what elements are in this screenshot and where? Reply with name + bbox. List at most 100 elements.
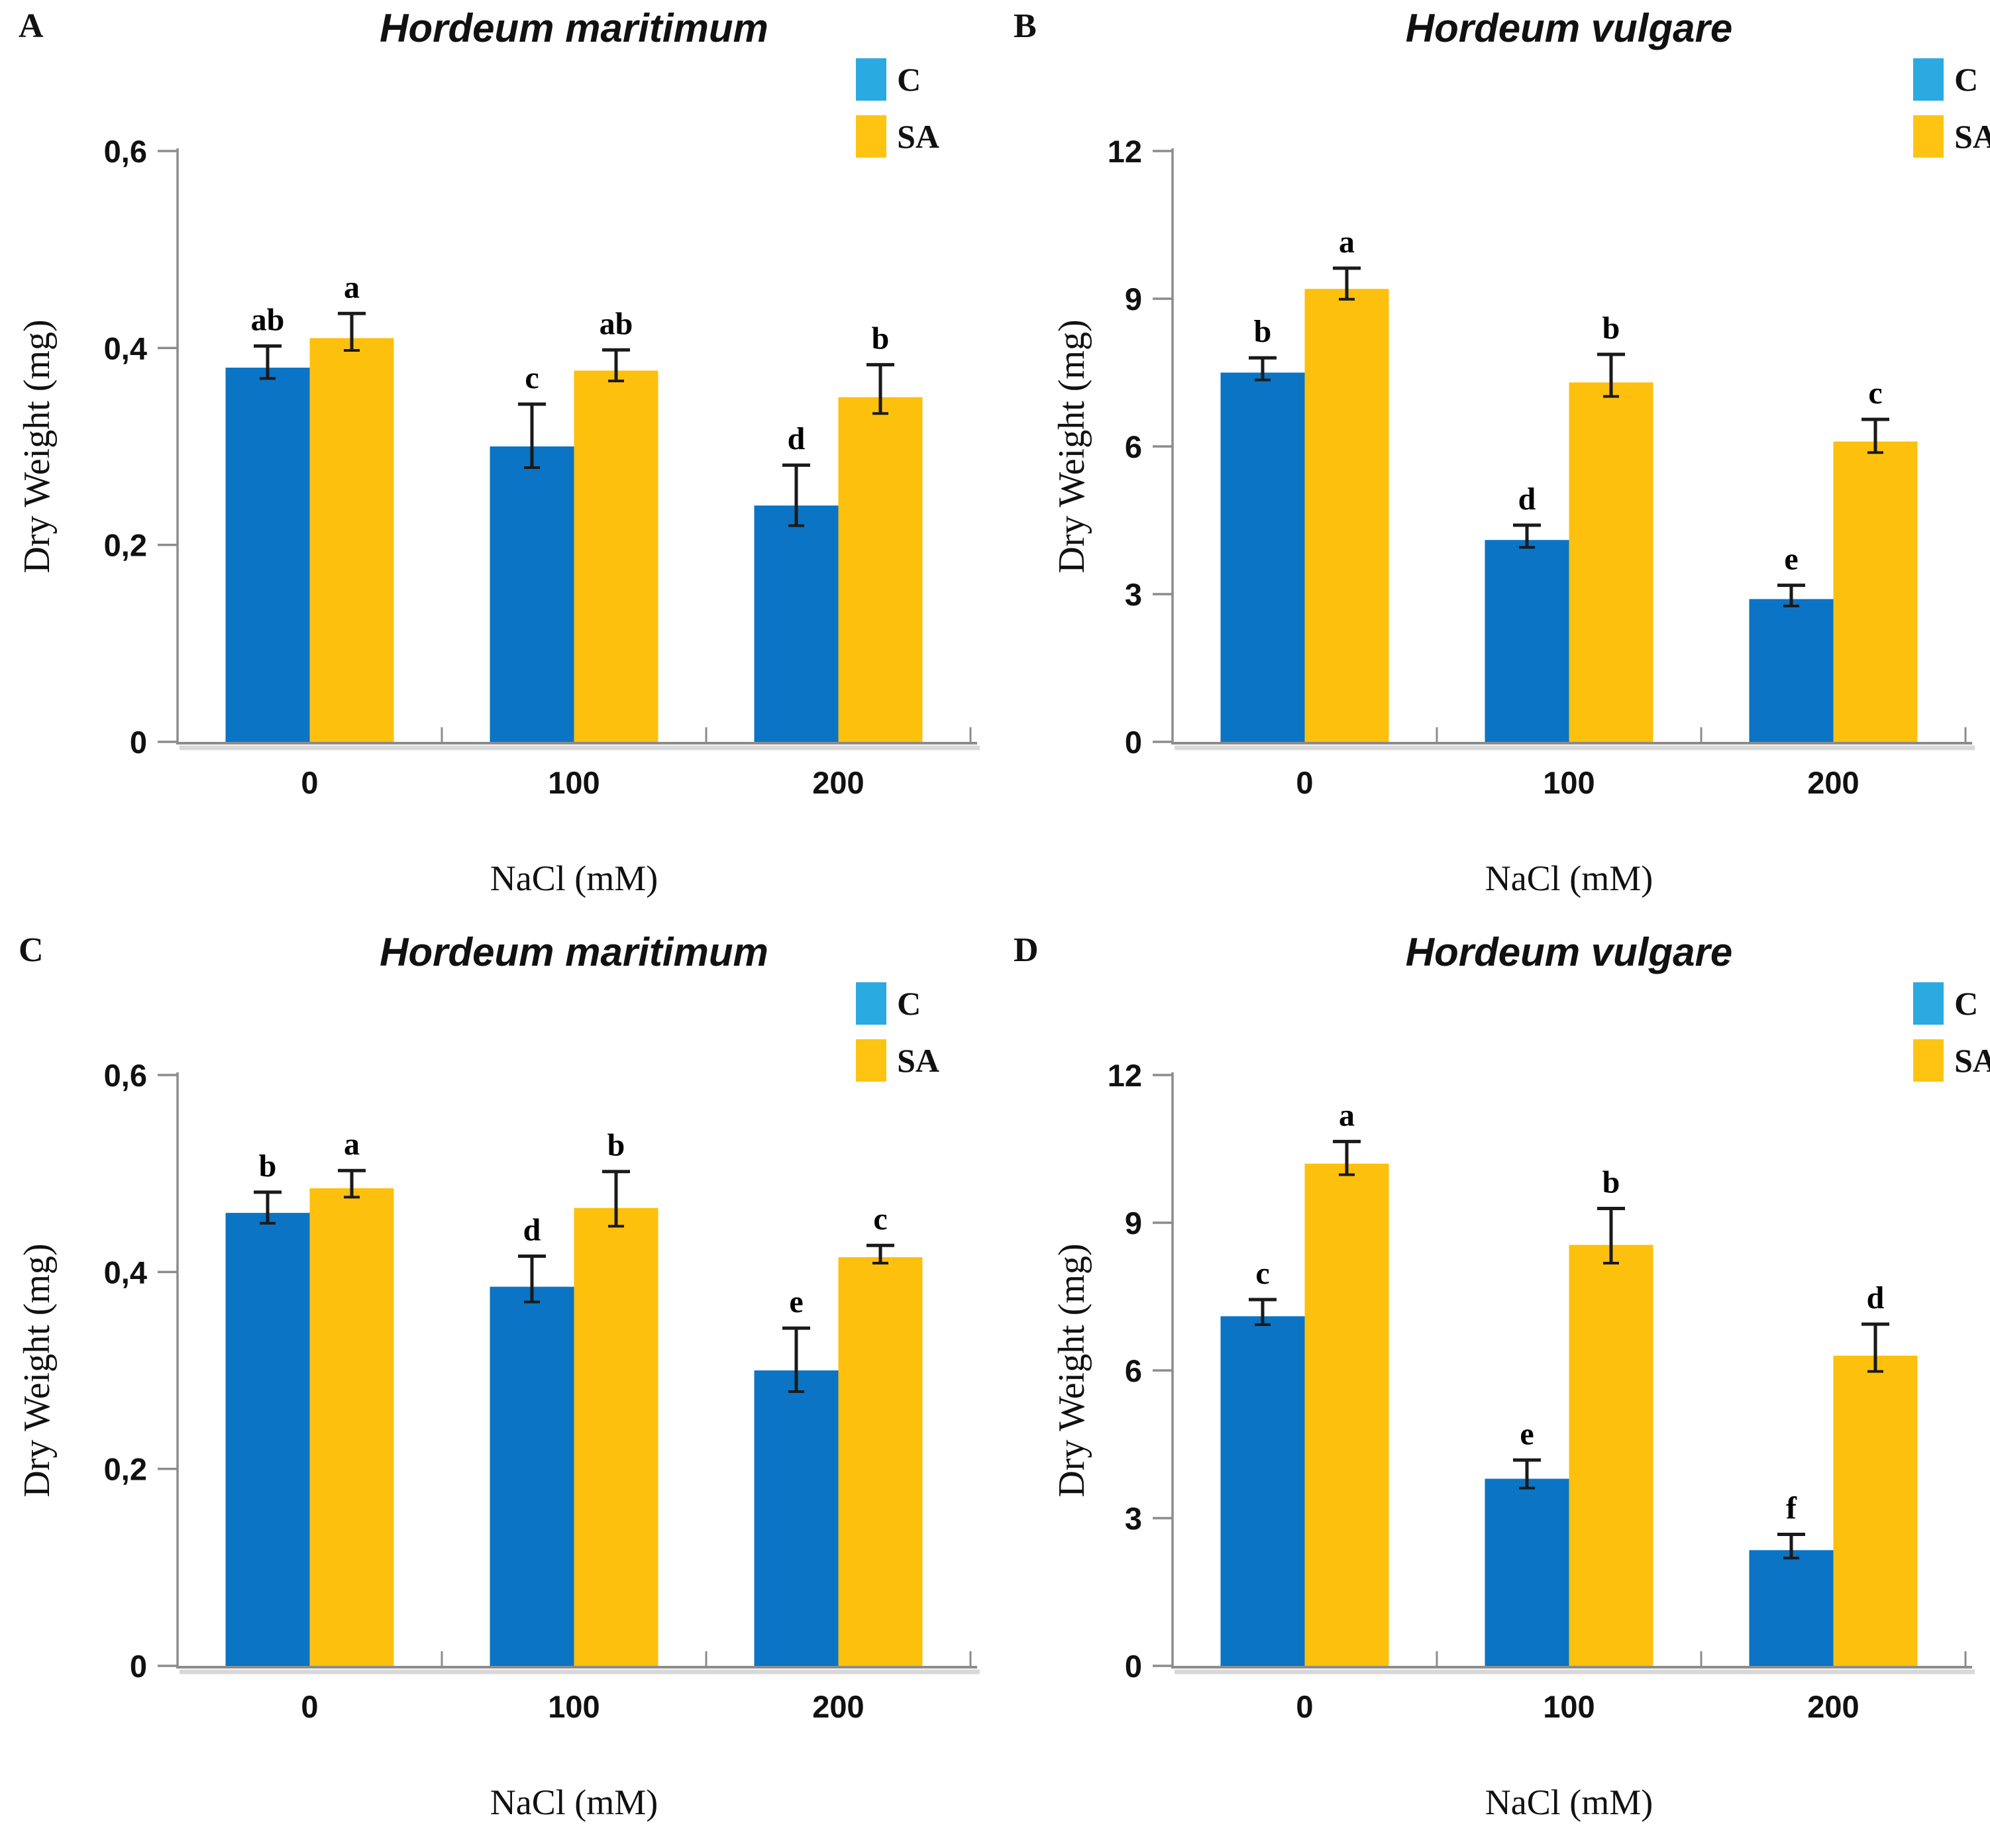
y-tick-label: 9	[1125, 1206, 1142, 1241]
bar-c-200	[754, 1370, 839, 1666]
y-tick-label: 3	[1125, 577, 1142, 612]
sig-letter: ab	[251, 302, 285, 337]
legend-row-sa: SA	[856, 115, 939, 158]
y-tick-label: 0	[1125, 1649, 1142, 1684]
panel-b: B Hordeum vulgare C SA Dry Weight (mg) 0…	[995, 0, 1990, 924]
panel-letter: D	[1014, 931, 1039, 969]
legend-sa-swatch	[856, 115, 887, 158]
legend: C SA	[856, 58, 939, 172]
sig-letter: c	[1868, 376, 1882, 411]
bar-chart: 0 3 6 9 12 0 c a 100 e b 200 f d	[1108, 1058, 1975, 1724]
legend-row-sa: SA	[1913, 1039, 1990, 1082]
sig-letter: c	[873, 1202, 887, 1237]
sig-letter: c	[525, 360, 539, 395]
sig-letter: a	[344, 1127, 360, 1162]
panel-letter: A	[19, 7, 44, 45]
sig-letter: b	[259, 1149, 277, 1184]
legend-row-c: C	[1913, 58, 1990, 101]
sig-letter: c	[1255, 1256, 1269, 1291]
bar-sa-200	[838, 1257, 923, 1666]
x-tick-label: 100	[548, 1689, 600, 1724]
x-tick-label: 100	[548, 765, 600, 800]
sig-letter: d	[523, 1213, 541, 1248]
bar-c-200	[1749, 599, 1834, 742]
sig-letter: ab	[600, 306, 633, 341]
x-tick-label: 200	[812, 765, 864, 800]
bar-c-0	[1220, 372, 1305, 742]
panel-a: A Hordeum maritimum C SA Dry Weight (mg)…	[0, 0, 995, 924]
x-tick-label: 100	[1543, 765, 1595, 800]
legend-sa-swatch	[1913, 115, 1944, 158]
panel-letter: B	[1014, 7, 1037, 45]
y-tick-label: 12	[1108, 134, 1142, 169]
bar-c-100	[490, 446, 574, 742]
x-tick-label: 0	[301, 1689, 318, 1724]
y-tick-label: 0	[130, 725, 147, 760]
bar-sa-100	[574, 370, 658, 742]
sig-letter: d	[1518, 482, 1536, 517]
y-tick-label: 0,6	[104, 1058, 147, 1093]
y-tick-label: 0,4	[104, 1255, 147, 1290]
legend: C SA	[1913, 982, 1990, 1096]
y-tick-label: 0	[130, 1649, 147, 1684]
panel-title: Hordeum maritimum	[380, 6, 768, 50]
bar-c-0	[1220, 1316, 1305, 1666]
y-tick-label: 0	[1125, 725, 1142, 760]
bar-sa-0	[309, 1188, 394, 1666]
x-axis-title: NaCl (mM)	[490, 1782, 658, 1822]
sig-letter: b	[607, 1128, 625, 1163]
bar-c-100	[1485, 1478, 1569, 1666]
sig-letter: a	[344, 270, 360, 305]
bar-sa-200	[1833, 441, 1918, 742]
legend-sa-label: SA	[897, 1042, 939, 1079]
y-tick-label: 0,2	[104, 528, 147, 563]
legend-row-sa: SA	[1913, 115, 1990, 158]
panel-letter: C	[19, 931, 44, 969]
legend-row-c: C	[1913, 982, 1990, 1025]
bar-chart: 0 0,2 0,4 0,6 0 ab a 100 c ab 200 d b	[104, 134, 980, 800]
legend-row-c: C	[856, 982, 939, 1025]
sig-letter: b	[872, 321, 890, 356]
bar-c-0	[225, 368, 310, 742]
legend-c-label: C	[897, 985, 921, 1022]
legend-c-swatch	[1913, 982, 1944, 1025]
legend-sa-swatch	[1913, 1039, 1944, 1082]
x-axis-title: NaCl (mM)	[1485, 1782, 1653, 1822]
sig-letter: d	[1867, 1280, 1885, 1315]
y-tick-label: 12	[1108, 1058, 1142, 1093]
sig-letter: b	[1602, 311, 1620, 346]
bar-chart: 0 3 6 9 12 0 b a 100 d b 200 e c	[1108, 134, 1975, 800]
x-tick-label: 0	[301, 765, 318, 800]
sig-letter: b	[1602, 1164, 1620, 1200]
bar-sa-100	[1569, 1245, 1653, 1666]
x-tick-label: 200	[1807, 1689, 1859, 1724]
legend-sa-label: SA	[1954, 118, 1990, 155]
bar-c-0	[225, 1213, 310, 1666]
panel-title: Hordeum vulgare	[1405, 6, 1733, 50]
x-tick-label: 100	[1543, 1689, 1595, 1724]
y-tick-label: 9	[1125, 282, 1142, 317]
legend-row-c: C	[856, 58, 939, 101]
bar-sa-200	[1833, 1355, 1918, 1666]
legend-c-swatch	[1913, 58, 1944, 101]
y-tick-label: 3	[1125, 1501, 1142, 1536]
legend-c-label: C	[1954, 985, 1979, 1022]
bar-sa-100	[574, 1207, 658, 1666]
legend: C SA	[1913, 58, 1990, 172]
sig-letter: a	[1339, 1098, 1355, 1133]
bar-sa-0	[1304, 1163, 1389, 1666]
panel-title: Hordeum vulgare	[1405, 930, 1733, 974]
panel-d: D Hordeum vulgare C SA Dry Weight (mg) 0…	[995, 924, 1990, 1848]
sig-letter: f	[1786, 1491, 1797, 1526]
bar-sa-100	[1569, 382, 1653, 742]
bar-c-100	[490, 1286, 574, 1666]
bar-sa-0	[1304, 289, 1389, 743]
legend-c-swatch	[856, 58, 887, 101]
sig-letter: e	[789, 1284, 803, 1319]
sig-letter: e	[1520, 1416, 1534, 1451]
y-tick-label: 0,4	[104, 331, 147, 366]
legend-sa-label: SA	[1954, 1042, 1990, 1079]
sig-letter: e	[1784, 542, 1798, 577]
legend-c-label: C	[897, 61, 921, 98]
